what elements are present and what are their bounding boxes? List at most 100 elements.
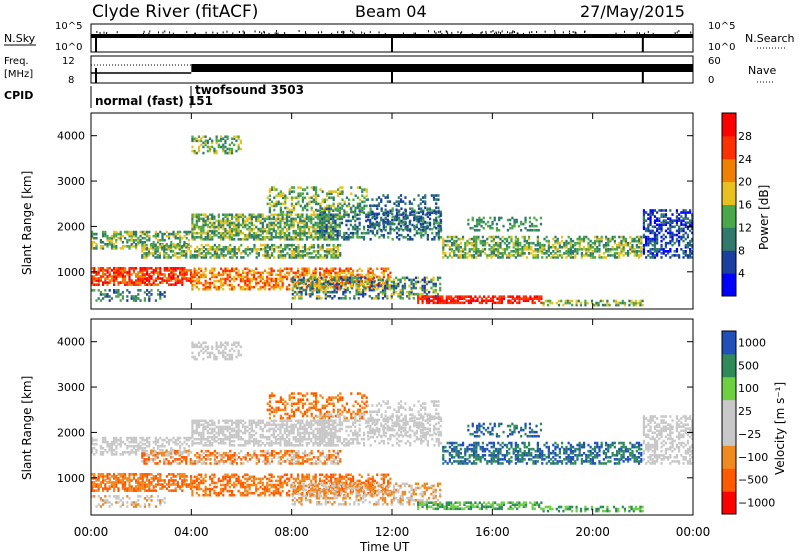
power-cell <box>624 237 627 241</box>
power-cell <box>556 241 559 245</box>
power-cell <box>503 252 506 255</box>
power-cell <box>612 299 616 303</box>
power-cell <box>143 232 146 236</box>
power-cell <box>226 231 229 235</box>
nsky-noise-point <box>495 31 497 34</box>
power-cell <box>252 235 256 239</box>
power-cell <box>261 217 264 221</box>
velocity-cell <box>137 448 140 452</box>
power-cell <box>580 247 583 251</box>
power-cell <box>423 288 426 292</box>
power-cell <box>558 243 561 247</box>
power-cell <box>332 275 335 279</box>
power-cell <box>361 208 364 212</box>
nsky-noise-point <box>212 31 214 34</box>
power-cell <box>91 281 94 284</box>
power-cell <box>305 267 308 271</box>
power-colorbar-tick: 8 <box>738 244 745 257</box>
power-cell <box>499 256 502 259</box>
power-cell <box>566 301 569 305</box>
power-cell <box>179 279 182 282</box>
power-cell <box>671 237 674 241</box>
power-cell <box>658 219 661 222</box>
power-cell <box>329 223 333 227</box>
power-cell <box>294 217 297 221</box>
power-cell <box>417 231 421 235</box>
power-cell <box>277 192 280 195</box>
power-cell <box>425 292 429 296</box>
power-cell <box>281 275 284 279</box>
power-cell <box>315 288 319 292</box>
power-ylabel: Slant Range [km] <box>20 171 34 275</box>
power-cell <box>381 292 385 296</box>
power-cell <box>428 209 432 213</box>
power-cell <box>615 243 619 247</box>
power-cell <box>415 225 418 229</box>
power-cell <box>347 233 350 237</box>
power-cell <box>213 254 216 257</box>
power-cell <box>350 208 353 212</box>
power-cell <box>241 215 245 219</box>
power-cell <box>321 225 324 229</box>
power-cell <box>481 241 484 245</box>
power-cell <box>110 240 113 244</box>
power-cell <box>277 213 280 217</box>
power-cell <box>340 271 344 275</box>
power-cell <box>215 233 218 237</box>
power-cell <box>124 230 127 234</box>
power-cell <box>639 303 642 307</box>
power-cell <box>228 237 231 241</box>
nsky-noise-point <box>415 32 417 35</box>
power-cell <box>281 215 284 219</box>
power-cell <box>213 275 216 279</box>
power-cell <box>516 247 520 251</box>
power-cell <box>102 245 105 248</box>
power-cell <box>264 247 267 251</box>
velocity-cell <box>183 446 186 450</box>
power-cell <box>426 215 429 219</box>
power-cell <box>137 283 140 286</box>
power-cell <box>647 241 650 245</box>
power-cell <box>576 247 579 251</box>
power-cell <box>119 271 122 274</box>
power-cell <box>132 283 135 286</box>
power-cell <box>97 289 100 292</box>
power-cell <box>239 139 242 143</box>
power-cell <box>402 223 405 227</box>
power-cell <box>618 256 621 259</box>
power-cell <box>261 225 264 229</box>
power-cell <box>292 221 295 225</box>
power-cell <box>195 271 198 275</box>
power-cell <box>536 235 539 239</box>
power-cell <box>292 196 296 200</box>
power-cell <box>266 231 269 235</box>
power-cell <box>323 227 326 231</box>
power-cell <box>332 247 335 251</box>
power-cell <box>99 291 102 294</box>
power-cell <box>339 206 342 210</box>
power-cell <box>226 151 229 155</box>
power-cell <box>191 145 194 149</box>
power-cell <box>279 245 282 249</box>
power-cell <box>395 235 399 239</box>
power-cell <box>329 221 333 225</box>
power-cell <box>576 250 579 253</box>
power-cell <box>435 194 438 197</box>
power-cell <box>323 217 326 221</box>
power-cell <box>332 235 335 239</box>
power-cell <box>202 275 205 279</box>
power-cell <box>334 271 337 275</box>
power-cell <box>584 301 587 305</box>
power-cell <box>206 225 209 229</box>
power-cell <box>351 284 354 288</box>
nsky-noise-point <box>500 32 502 35</box>
power-cell <box>516 301 519 305</box>
power-cell <box>121 273 124 276</box>
power-cell <box>288 188 291 191</box>
power-cell <box>202 145 205 149</box>
power-cell <box>538 295 541 298</box>
power-cell <box>523 235 526 239</box>
power-cell <box>367 215 370 219</box>
power-cell <box>244 250 247 253</box>
power-cell <box>156 250 159 253</box>
